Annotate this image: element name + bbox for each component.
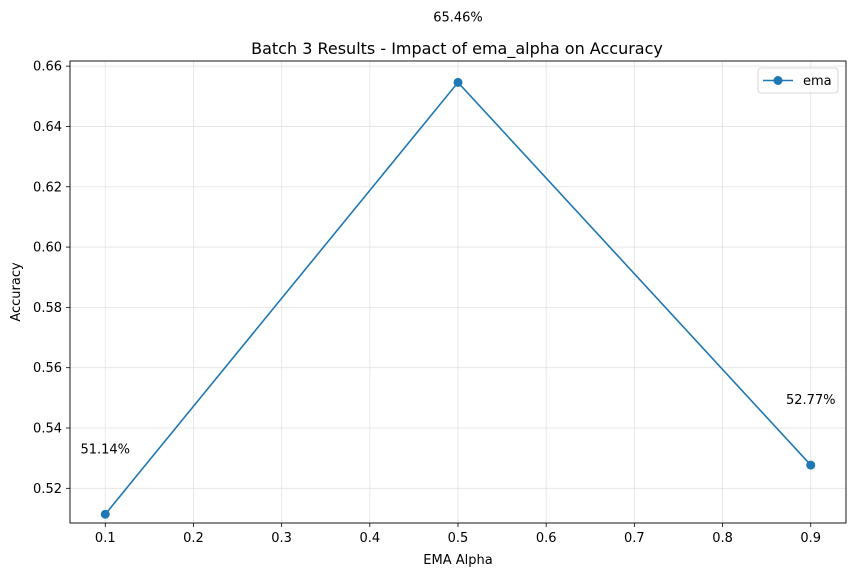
x-tick-label: 0.8 — [712, 531, 733, 546]
data-point — [453, 77, 463, 87]
x-tick-label: 0.3 — [271, 531, 292, 546]
y-tick-label: 0.52 — [33, 482, 62, 497]
grid — [70, 61, 846, 523]
x-tick-label: 0.4 — [359, 531, 380, 546]
ticks: 0.1 0.2 0.3 0.4 0.5 0.6 0.7 0.8 0.9 0.52 0.54 0.56 0… — [33, 60, 821, 546]
y-tick-label: 0.64 — [33, 120, 62, 135]
data-point — [806, 460, 816, 470]
x-axis-label: EMA Alpha — [423, 553, 492, 568]
legend-label: ema — [803, 74, 832, 89]
legend: ema — [757, 67, 839, 94]
legend-marker — [773, 76, 783, 85]
legend-box — [757, 67, 839, 94]
data-label: 65.46% — [433, 10, 483, 25]
data-label: 52.77% — [786, 393, 836, 408]
y-tick-label: 0.60 — [33, 241, 62, 256]
chart-title: Batch 3 Results - Impact of ema_alpha on… — [251, 39, 663, 59]
series-layer — [100, 77, 816, 519]
y-tick-label: 0.56 — [33, 361, 62, 376]
y-tick-label: 0.66 — [33, 60, 62, 75]
x-tick-label: 0.6 — [536, 531, 557, 546]
x-tick-label: 0.5 — [448, 531, 469, 546]
data-point — [100, 509, 110, 519]
y-tick-label: 0.62 — [33, 180, 62, 195]
x-tick-label: 0.1 — [95, 531, 116, 546]
annotations: 51.14% 65.46% 52.77% — [80, 10, 835, 457]
y-tick-label: 0.54 — [33, 422, 62, 437]
x-tick-label: 0.2 — [183, 531, 204, 546]
data-label: 51.14% — [80, 442, 130, 457]
y-tick-label: 0.58 — [33, 301, 62, 316]
y-axis-label: Accuracy — [9, 262, 24, 322]
x-tick-label: 0.7 — [624, 531, 645, 546]
x-tick-label: 0.9 — [800, 531, 821, 546]
